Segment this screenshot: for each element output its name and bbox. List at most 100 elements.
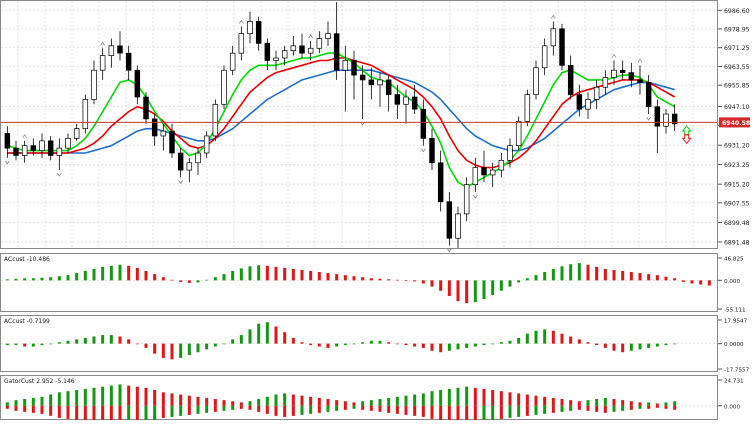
- candle-body: [143, 96, 149, 120]
- candle: [602, 70, 609, 95]
- candle-body: [593, 86, 600, 100]
- histogram-bar: [300, 269, 304, 281]
- gator-lower-bar: [109, 405, 113, 424]
- candle-body: [273, 57, 279, 61]
- gator-lower-bar: [352, 405, 356, 409]
- gator-lower-bar: [378, 405, 382, 412]
- candle-body: [13, 147, 19, 156]
- candle: [611, 60, 617, 85]
- candle-body: [394, 94, 401, 105]
- gator-upper-bar: [265, 396, 269, 406]
- gator-upper-bar: [491, 390, 495, 406]
- candle: [593, 79, 600, 110]
- price-scale-label: 6963.55: [724, 64, 750, 71]
- candle-body: [21, 145, 28, 156]
- candle-body: [117, 45, 123, 54]
- price-scale-label: 6955.85: [724, 83, 750, 90]
- candle-body: [489, 169, 496, 176]
- candle: [515, 116, 522, 151]
- gator-upper-bar: [187, 395, 191, 406]
- ma-mid-line: [7, 57, 676, 169]
- candle-body: [411, 96, 418, 110]
- ma-fast-line: [7, 52, 676, 188]
- candle-body: [611, 69, 617, 78]
- histogram-bar: [673, 343, 677, 345]
- gator-lower-bar: [66, 405, 70, 419]
- candle: [39, 133, 45, 158]
- gator-upper-bar: [647, 402, 651, 406]
- gator-lower-bar: [135, 405, 139, 423]
- gator-upper-bar: [369, 400, 373, 406]
- histogram-bar: [257, 265, 261, 281]
- gator-lower-bar: [491, 405, 495, 420]
- gator-upper-bar: [569, 400, 573, 406]
- gator-lower-bar: [5, 405, 9, 409]
- candle-body: [385, 79, 392, 95]
- indicator-scale-label: 17.9547: [724, 319, 748, 325]
- candle-body: [472, 167, 479, 186]
- candle: [160, 123, 167, 151]
- gator-upper-bar: [387, 397, 391, 406]
- gator-lower-bar: [83, 405, 87, 421]
- candle: [429, 128, 435, 171]
- histogram-bar: [5, 279, 9, 281]
- histogram-bar: [127, 339, 131, 344]
- candle-body: [533, 67, 539, 95]
- candle-body: [498, 159, 505, 171]
- gator-lower-bar: [222, 405, 226, 411]
- candle-body: [671, 113, 678, 125]
- gator-upper-bar: [352, 402, 356, 406]
- candle-body: [47, 140, 54, 156]
- gator-upper-bar: [75, 390, 79, 406]
- candle-body: [91, 69, 97, 100]
- candle: [550, 21, 557, 56]
- gator-lower-bar: [40, 405, 44, 414]
- histogram-bar: [222, 343, 226, 345]
- gator-upper-bar: [196, 396, 200, 406]
- candle: [21, 140, 28, 163]
- candle-body: [654, 106, 661, 127]
- gator-lower-bar: [664, 405, 668, 409]
- histogram-bar: [352, 276, 356, 281]
- candle-body: [186, 162, 193, 171]
- gator-lower-bar: [595, 405, 599, 412]
- gator-upper-bar: [248, 401, 252, 406]
- candle-body: [255, 21, 262, 44]
- gator-upper-bar: [395, 396, 399, 406]
- histogram-bar: [101, 266, 105, 281]
- histogram-bar: [369, 278, 373, 281]
- histogram-bar: [231, 270, 235, 281]
- histogram-bar: [49, 343, 53, 345]
- candle-body: [463, 184, 470, 215]
- histogram-bar: [161, 277, 165, 281]
- price-scale-label: 6923.25: [724, 162, 750, 169]
- histogram-bar: [66, 340, 70, 344]
- histogram-bar: [465, 280, 469, 304]
- fractal-down-marker: [473, 194, 478, 199]
- histogram-bar: [343, 275, 347, 281]
- candle-body: [567, 64, 574, 95]
- gator-lower-bar: [560, 405, 564, 412]
- histogram-bar: [456, 343, 460, 350]
- gator-lower-bar: [153, 405, 157, 420]
- histogram-bar: [326, 343, 330, 348]
- candle-body: [663, 113, 669, 127]
- gator-lower-bar: [205, 405, 209, 413]
- candle: [619, 60, 626, 80]
- gator-lower-bar: [144, 405, 148, 422]
- gator-lower-bar: [75, 405, 79, 420]
- histogram-bar: [135, 267, 139, 281]
- signal-arrow-up-icon: [681, 125, 692, 136]
- histogram-bar: [517, 337, 521, 344]
- candle-body: [264, 43, 271, 61]
- price-scale-label: 6947.10: [724, 104, 750, 111]
- gator-lower-bar: [187, 405, 191, 415]
- histogram-bar: [109, 335, 113, 344]
- candle: [30, 138, 37, 156]
- histogram-bar: [491, 343, 495, 345]
- price-scale-label: 6907.55: [724, 200, 750, 207]
- candle-body: [333, 33, 340, 71]
- gator-upper-bar: [213, 399, 217, 406]
